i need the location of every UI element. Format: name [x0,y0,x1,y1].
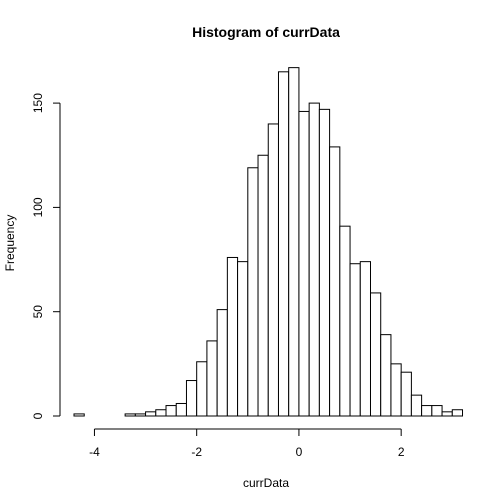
histogram-bar [196,361,208,417]
x-tick-label: 0 [296,445,303,459]
histogram-bar [421,405,433,417]
y-tick-label: 100 [31,197,45,217]
histogram-bar [134,413,147,417]
histogram-bar [124,413,136,417]
histogram-bar [308,102,320,417]
histogram-bar [288,67,300,417]
histogram-bar [267,123,279,417]
histogram-bar [410,394,423,417]
chart-title: Histogram of currData [192,24,340,40]
histogram-bar [359,261,371,417]
histogram-bar [257,154,269,417]
histogram-bar [73,413,85,417]
x-tick-label: -4 [89,445,100,459]
histogram-bar [451,409,464,417]
histogram-bar [349,263,361,417]
histogram-bar [441,411,453,417]
histogram-bar [145,411,157,417]
bars [73,67,464,417]
y-tick-label: 150 [31,93,45,113]
x-tick-label: 2 [398,445,405,459]
x-axis: -4 -2 0 2 [89,428,405,459]
y-tick-label: 0 [31,412,45,419]
histogram-bar [206,340,218,417]
histogram-bar [165,405,177,417]
histogram-bar [400,371,412,417]
histogram-bar [185,380,198,417]
histogram-bar [390,363,402,417]
histogram-bar [277,71,290,417]
x-axis-label: currData [243,476,289,490]
y-axis: 0 50 100 150 [31,93,61,419]
histogram-bar [298,110,310,417]
histogram-bar [329,146,341,417]
histogram-bar [237,261,249,417]
histogram-bar [380,334,392,417]
histogram-bar [339,225,351,417]
histogram-bar [175,402,187,417]
histogram-bar [247,167,259,417]
histogram-bar [369,292,382,417]
y-tick-label: 50 [31,305,45,319]
x-tick-label: -2 [191,445,202,459]
histogram-bar [226,256,239,417]
histogram-bar [155,409,167,417]
histogram-bar [216,309,228,417]
histogram-bar [431,405,443,417]
histogram-bar [318,108,331,417]
y-axis-label: Frequency [3,215,17,272]
